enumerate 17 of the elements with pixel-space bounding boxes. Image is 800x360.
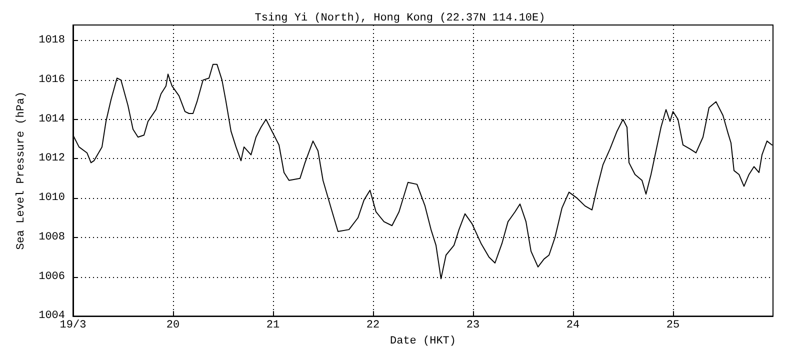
y-tick-label: 1010 — [38, 192, 65, 204]
x-tick-label: 25 — [666, 320, 680, 332]
y-tick-label: 1008 — [38, 231, 65, 244]
x-axis-title: Date (HKT) — [390, 336, 456, 348]
y-tick-label: 1006 — [38, 270, 65, 283]
y-tick-label: 1016 — [38, 74, 65, 86]
y-tick-label: 1018 — [38, 34, 65, 47]
x-tick-label: 22 — [366, 320, 380, 332]
y-tick-label: 1014 — [38, 113, 66, 126]
x-tick-label: 21 — [266, 320, 280, 332]
chart-title: Tsing Yi (North), Hong Kong (22.37N 114.10E) — [254, 12, 546, 24]
x-tick-label: 19/3 — [60, 320, 86, 332]
x-tick-label: 23 — [466, 320, 480, 332]
y-tick-label: 1012 — [38, 152, 65, 165]
x-tick-label: 24 — [566, 320, 580, 332]
y-axis-title: Sea Level Pressure (hPa) — [16, 91, 28, 250]
x-tick-label: 20 — [166, 320, 180, 332]
